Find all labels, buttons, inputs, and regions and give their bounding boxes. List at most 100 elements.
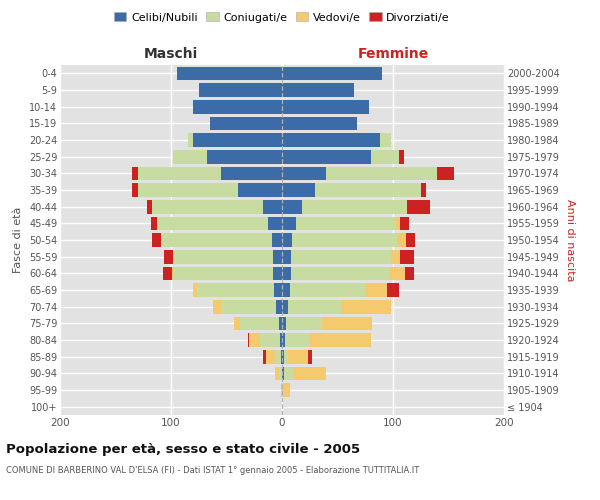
Bar bbox=[152, 233, 161, 247]
Bar bbox=[365, 283, 388, 297]
Bar bbox=[341, 300, 391, 314]
Bar bbox=[151, 216, 157, 230]
Bar bbox=[260, 333, 280, 347]
Bar bbox=[274, 283, 282, 297]
Legend: Celibi/Nubili, Coniugati/e, Vedovi/e, Divorziati/e: Celibi/Nubili, Coniugati/e, Vedovi/e, Di… bbox=[110, 8, 454, 27]
Bar bbox=[388, 283, 398, 297]
Bar bbox=[163, 266, 172, 280]
Bar bbox=[284, 366, 293, 380]
Text: Femmine: Femmine bbox=[358, 47, 428, 61]
Bar bbox=[263, 350, 266, 364]
Bar bbox=[400, 250, 414, 264]
Bar bbox=[146, 200, 152, 213]
Bar bbox=[398, 150, 404, 164]
Bar bbox=[188, 133, 193, 147]
Y-axis label: Anni di nascita: Anni di nascita bbox=[565, 198, 575, 281]
Bar bbox=[282, 133, 380, 147]
Bar bbox=[272, 233, 282, 247]
Bar bbox=[282, 66, 382, 80]
Bar bbox=[282, 266, 291, 280]
Bar bbox=[221, 166, 282, 180]
Text: Popolazione per età, sesso e stato civile - 2005: Popolazione per età, sesso e stato civil… bbox=[6, 442, 360, 456]
Bar bbox=[282, 300, 287, 314]
Bar bbox=[213, 300, 221, 314]
Bar bbox=[275, 366, 278, 380]
Bar bbox=[152, 200, 263, 213]
Bar bbox=[282, 350, 284, 364]
Bar bbox=[284, 350, 287, 364]
Bar bbox=[282, 233, 292, 247]
Bar bbox=[273, 250, 282, 264]
Bar bbox=[282, 383, 284, 397]
Bar bbox=[391, 250, 400, 264]
Bar bbox=[326, 166, 437, 180]
Bar bbox=[291, 250, 391, 264]
Bar bbox=[397, 216, 400, 230]
Bar bbox=[132, 183, 138, 197]
Bar bbox=[310, 333, 371, 347]
Bar bbox=[282, 150, 371, 164]
Bar bbox=[268, 216, 282, 230]
Bar bbox=[275, 350, 281, 364]
Bar bbox=[421, 183, 426, 197]
Bar bbox=[238, 183, 282, 197]
Bar bbox=[263, 200, 282, 213]
Text: COMUNE DI BARBERINO VAL D'ELSA (FI) - Dati ISTAT 1° gennaio 2005 - Elaborazione : COMUNE DI BARBERINO VAL D'ELSA (FI) - Da… bbox=[6, 466, 419, 475]
Bar bbox=[210, 116, 282, 130]
Bar bbox=[316, 183, 421, 197]
Bar bbox=[157, 216, 268, 230]
Bar bbox=[291, 266, 389, 280]
Bar bbox=[290, 283, 365, 297]
Bar bbox=[282, 333, 286, 347]
Bar bbox=[284, 383, 290, 397]
Bar bbox=[400, 216, 409, 230]
Bar bbox=[173, 266, 273, 280]
Bar bbox=[282, 316, 286, 330]
Bar bbox=[437, 166, 454, 180]
Bar bbox=[161, 233, 272, 247]
Bar bbox=[240, 316, 278, 330]
Bar bbox=[173, 150, 206, 164]
Bar bbox=[287, 300, 341, 314]
Bar bbox=[282, 83, 354, 97]
Bar bbox=[389, 266, 405, 280]
Bar bbox=[132, 166, 138, 180]
Bar bbox=[282, 116, 358, 130]
Bar bbox=[172, 266, 173, 280]
Bar bbox=[282, 100, 368, 114]
Text: Maschi: Maschi bbox=[144, 47, 198, 61]
Bar bbox=[282, 250, 291, 264]
Bar bbox=[221, 300, 277, 314]
Bar bbox=[206, 150, 282, 164]
Bar bbox=[280, 333, 282, 347]
Bar bbox=[278, 316, 282, 330]
Bar bbox=[197, 283, 274, 297]
Bar bbox=[371, 150, 398, 164]
Bar bbox=[234, 316, 240, 330]
Bar bbox=[293, 366, 326, 380]
Bar bbox=[138, 166, 221, 180]
Bar bbox=[248, 333, 249, 347]
Bar bbox=[296, 216, 397, 230]
Bar bbox=[287, 350, 308, 364]
Bar bbox=[286, 316, 322, 330]
Bar bbox=[282, 216, 296, 230]
Bar bbox=[281, 383, 282, 397]
Bar bbox=[138, 183, 238, 197]
Bar bbox=[193, 133, 282, 147]
Bar bbox=[282, 166, 326, 180]
Bar bbox=[286, 333, 310, 347]
Bar bbox=[193, 283, 197, 297]
Bar bbox=[173, 250, 273, 264]
Bar bbox=[322, 316, 372, 330]
Bar bbox=[282, 283, 290, 297]
Bar bbox=[176, 66, 282, 80]
Bar bbox=[277, 300, 282, 314]
Bar bbox=[193, 100, 282, 114]
Bar bbox=[278, 366, 282, 380]
Bar bbox=[282, 200, 302, 213]
Bar bbox=[282, 366, 284, 380]
Bar bbox=[281, 350, 282, 364]
Bar bbox=[406, 233, 415, 247]
Bar bbox=[292, 233, 397, 247]
